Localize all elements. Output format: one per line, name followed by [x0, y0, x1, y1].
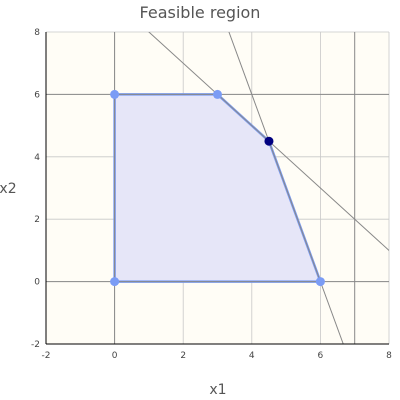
y-tick-label: 6	[34, 90, 40, 100]
y-axis-label: x2	[0, 181, 17, 197]
y-tick-label: 4	[34, 153, 40, 163]
tick-labels: -2 0 2 4 6 8 -2 0 2 4 6 8	[31, 28, 392, 361]
x-tick-label: 4	[249, 351, 255, 361]
vertex-point-2	[315, 277, 325, 287]
vertex-point-5	[110, 89, 120, 99]
optimum-point	[264, 136, 274, 146]
chart-title: Feasible region	[140, 3, 261, 22]
x-tick-label: 6	[318, 351, 324, 361]
x-tick-label: 0	[112, 351, 118, 361]
y-tick-label: 0	[34, 278, 40, 288]
vertex-points	[110, 89, 325, 287]
x-axis-label: x1	[209, 382, 226, 398]
vertex-point-4	[213, 89, 222, 99]
vertex-point-1	[110, 277, 120, 287]
x-tick-label: 2	[180, 351, 186, 361]
y-tick-label: 2	[34, 215, 40, 225]
constraint-line-6	[228, 32, 344, 344]
x-tick-label: 8	[386, 351, 392, 361]
y-tick-label: -2	[31, 340, 40, 350]
y-tick-label: 8	[34, 28, 40, 38]
x-tick-label: -2	[42, 351, 51, 361]
